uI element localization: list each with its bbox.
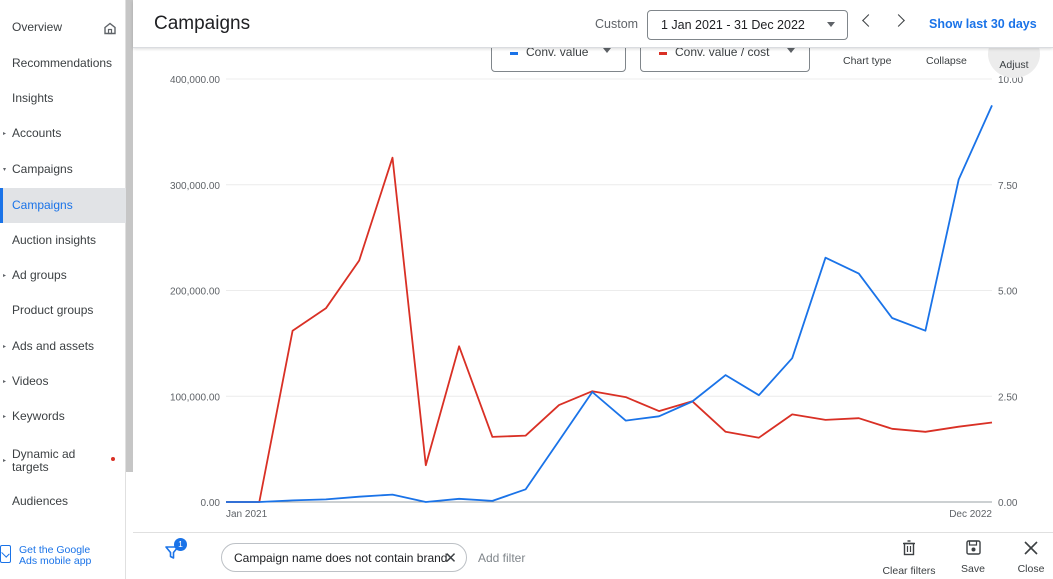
page-header: Campaigns Custom 1 Jan 2021 - 31 Dec 202…: [133, 0, 1053, 48]
caret-right-icon: ▸: [3, 458, 7, 464]
sidebar-item-label: Overview: [12, 20, 63, 34]
sidebar-item-videos[interactable]: ▸ Videos: [0, 364, 126, 399]
sidebar-item-label: Product groups: [12, 303, 94, 317]
y-right-tick-label: 2.50: [998, 392, 1018, 403]
series-swatch-blue: [510, 52, 518, 55]
performance-chart: 0.00 0.00 100,000.00 2.50 200,000.00 5.00 300,…: [133, 48, 1053, 532]
series-line-conv-value-cost: [226, 156, 993, 503]
sidebar-item-auction-insights[interactable]: Auction insights: [0, 223, 126, 258]
sidebar-item-overview[interactable]: Overview: [0, 10, 126, 45]
sidebar-item-recommendations[interactable]: Recommendations: [0, 46, 126, 81]
metric-label: Conv. value: [526, 45, 589, 59]
caret-right-icon: ▸: [3, 131, 7, 137]
download-phone-icon: [0, 545, 11, 563]
dropdown-arrow-icon: [827, 22, 835, 27]
sidebar-item-label: Ad groups: [12, 268, 67, 282]
y-left-tick-label: 300,000.00: [170, 181, 220, 192]
next-period-chevron-icon[interactable]: [892, 14, 905, 27]
caret-right-icon: ▸: [3, 344, 7, 350]
collapse-label: Collapse: [926, 55, 967, 67]
filter-chip-label: Campaign name does not contain brand: [234, 550, 448, 565]
sidebar-item-ad-groups[interactable]: ▸ Ad groups: [0, 258, 126, 293]
caret-right-icon: ▸: [3, 414, 7, 420]
save-label: Save: [961, 563, 985, 575]
mobile-app-label: Get the Google Ads mobile app: [19, 544, 92, 567]
y-right-tick-label: 7.50: [998, 181, 1018, 192]
close-icon: [1024, 541, 1038, 555]
y-left-tick-label: 400,000.00: [170, 75, 220, 86]
sidebar-item-ads-and-assets[interactable]: ▸ Ads and assets: [0, 329, 126, 364]
sidebar-item-label: Audiences: [12, 494, 69, 508]
series-line-conv-value: [226, 105, 993, 503]
home-icon[interactable]: [103, 21, 117, 35]
y-right-tick-label: 0.00: [998, 498, 1018, 509]
sidebar-item-label: Insights: [12, 91, 54, 105]
dropdown-arrow-icon: [787, 48, 795, 53]
sidebar-item-label: Accounts: [12, 126, 62, 140]
filter-chip[interactable]: Campaign name does not contain brand ✕: [221, 543, 467, 572]
x-tick-label: Dec 2022: [949, 509, 992, 520]
sidebar-item-label: Videos: [12, 374, 49, 388]
remove-filter-close-icon[interactable]: ✕: [444, 550, 457, 567]
trash-icon: [903, 540, 915, 556]
sidebar: Overview Recommendations Insights ▸ Acco…: [0, 0, 126, 579]
caret-right-icon: ▸: [3, 273, 7, 279]
sidebar-item-audiences[interactable]: Audiences: [0, 484, 126, 519]
show-last-30-days-link[interactable]: Show last 30 days: [929, 17, 1037, 31]
series-swatch-red: [659, 52, 667, 55]
sidebar-item-campaigns[interactable]: Campaigns: [0, 188, 126, 223]
filter-count-badge: 1: [174, 538, 187, 551]
sidebar-item-keywords[interactable]: ▸ Keywords: [0, 399, 126, 434]
previous-period-chevron-icon[interactable]: [862, 14, 875, 27]
metric-label: Conv. value / cost: [675, 45, 770, 59]
custom-label: Custom: [595, 17, 639, 31]
caret-down-icon: ▾: [3, 167, 7, 173]
y-left-tick-label: 100,000.00: [170, 392, 220, 403]
save-icon: [965, 540, 981, 555]
x-tick-label: Jan 2021: [226, 509, 268, 520]
mobile-app-link[interactable]: Get the Google Ads mobile app: [0, 540, 126, 579]
collapse-button[interactable]: Collapse: [926, 55, 967, 67]
clear-filters-button[interactable]: Clear filters: [878, 537, 940, 577]
close-label: Close: [1017, 563, 1045, 575]
sidebar-item-label: Dynamic ad targets: [12, 446, 76, 474]
line-chart-svg: 0.00 0.00 100,000.00 2.50 200,000.00 5.00 300,…: [170, 75, 1024, 520]
chart-type-button[interactable]: Chart type: [843, 55, 891, 67]
chart-type-label: Chart type: [843, 55, 892, 67]
add-filter-input[interactable]: Add filter: [478, 551, 526, 565]
sidebar-item-label: Ads and assets: [12, 339, 95, 353]
sidebar-item-insights[interactable]: Insights: [0, 81, 126, 116]
date-range-value: 1 Jan 2021 - 31 Dec 2022: [661, 18, 805, 32]
y-right-tick-label: 10.00: [998, 75, 1023, 86]
y-right-tick-label: 5.00: [998, 287, 1018, 298]
sidebar-scrollbar[interactable]: [126, 0, 133, 472]
adjust-label: Adjust: [999, 59, 1029, 71]
y-left-tick-label: 200,000.00: [170, 287, 220, 298]
sidebar-item-accounts[interactable]: ▸ Accounts: [0, 116, 126, 151]
save-button[interactable]: Save: [959, 537, 987, 575]
y-left-tick-label: 0.00: [201, 498, 221, 509]
sidebar-item-label: Campaigns: [12, 198, 73, 212]
sidebar-item-product-groups[interactable]: Product groups: [0, 293, 126, 328]
date-range-picker[interactable]: 1 Jan 2021 - 31 Dec 2022: [647, 10, 848, 40]
sidebar-item-label: Keywords: [12, 409, 65, 423]
sidebar-item-dynamic-ad-targets[interactable]: ▸ Dynamic ad targets: [0, 443, 100, 478]
sidebar-item-label: Recommendations: [12, 56, 113, 70]
caret-right-icon: ▸: [3, 379, 7, 385]
sidebar-item-campaigns-group[interactable]: ▾ Campaigns: [0, 152, 126, 187]
clear-filters-label: Clear filters: [882, 565, 936, 577]
dropdown-arrow-icon: [603, 48, 611, 53]
sidebar-item-label: Auction insights: [12, 233, 97, 247]
notification-dot: [111, 457, 115, 461]
close-button[interactable]: Close: [1015, 537, 1047, 575]
page-title: Campaigns: [154, 13, 251, 34]
sidebar-item-label: Campaigns: [12, 162, 73, 176]
filter-bar: 1 Campaign name does not contain brand ✕…: [133, 532, 1053, 579]
